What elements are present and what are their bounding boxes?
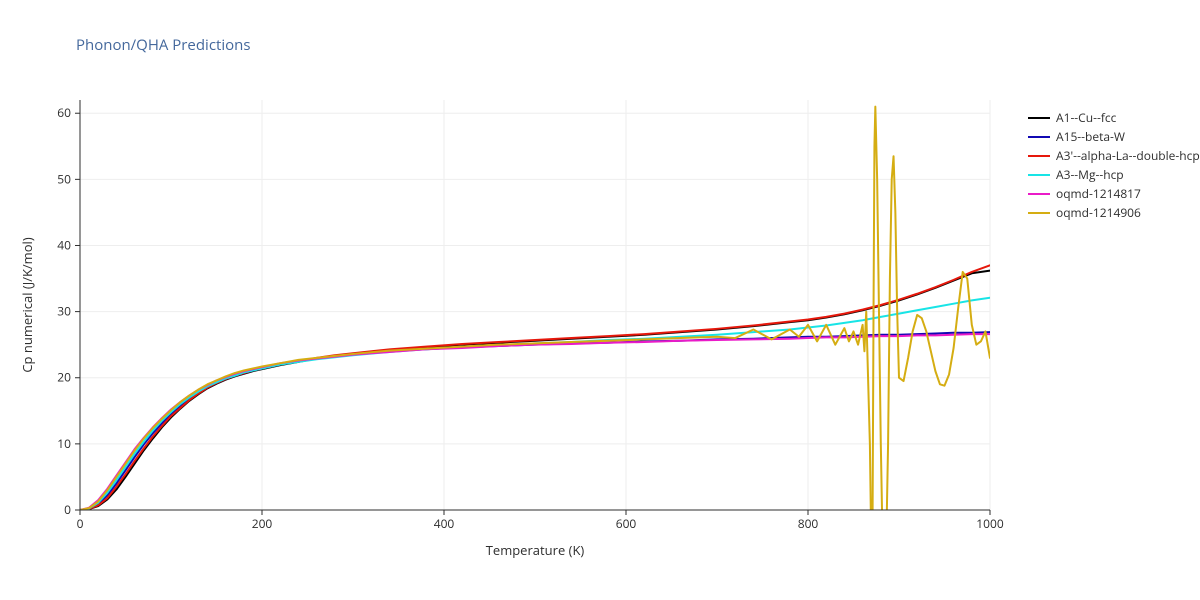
y-tick-label: 20 (57, 369, 71, 386)
legend-swatch (1028, 117, 1050, 119)
legend-label: A15--beta-W (1056, 128, 1125, 145)
x-axis-label: Temperature (K) (486, 541, 585, 559)
legend-entry[interactable]: A3--Mg--hcp (1028, 165, 1200, 184)
x-tick-label: 0 (77, 515, 84, 532)
legend-label: oqmd-1214906 (1056, 204, 1141, 221)
y-tick-label: 30 (57, 303, 71, 320)
y-tick-label: 50 (57, 170, 71, 187)
legend-label: A3--Mg--hcp (1056, 166, 1124, 183)
legend-swatch (1028, 174, 1050, 176)
legend-entry[interactable]: A15--beta-W (1028, 127, 1200, 146)
legend-swatch (1028, 155, 1050, 157)
legend-label: A3'--alpha-La--double-hcp (1056, 147, 1200, 164)
series-line (80, 265, 990, 510)
series-line (80, 334, 990, 510)
legend-entry[interactable]: oqmd-1214906 (1028, 203, 1200, 222)
chart-title: Phonon/QHA Predictions (76, 35, 251, 55)
legend: A1--Cu--fcc A15--beta-W A3'--alpha-La--dou… (1028, 108, 1200, 222)
y-tick-label: 10 (57, 435, 71, 452)
y-tick-label: 0 (64, 501, 71, 518)
legend-entry[interactable]: A3'--alpha-La--double-hcp (1028, 146, 1200, 165)
legend-swatch (1028, 136, 1050, 138)
x-tick-label: 800 (798, 515, 819, 532)
legend-entry[interactable]: A1--Cu--fcc (1028, 108, 1200, 127)
series-line (80, 332, 990, 510)
y-tick-label: 60 (57, 104, 71, 121)
y-tick-label: 40 (57, 236, 71, 253)
series-line (80, 298, 990, 510)
legend-label: oqmd-1214817 (1056, 185, 1141, 202)
y-axis-label: Cp numerical (J/K/mol) (18, 237, 36, 372)
x-tick-label: 400 (434, 515, 455, 532)
chart-canvas: 0 200 400 600 800 1000 0 10 20 30 40 50 60 Temperatur… (0, 0, 1200, 600)
x-tick-label: 600 (616, 515, 637, 532)
x-tick-label: 1000 (976, 515, 1004, 532)
legend-swatch (1028, 212, 1050, 214)
legend-swatch (1028, 193, 1050, 195)
legend-entry[interactable]: oqmd-1214817 (1028, 184, 1200, 203)
legend-label: A1--Cu--fcc (1056, 109, 1116, 126)
x-tick-label: 200 (252, 515, 273, 532)
series-line (80, 271, 990, 510)
